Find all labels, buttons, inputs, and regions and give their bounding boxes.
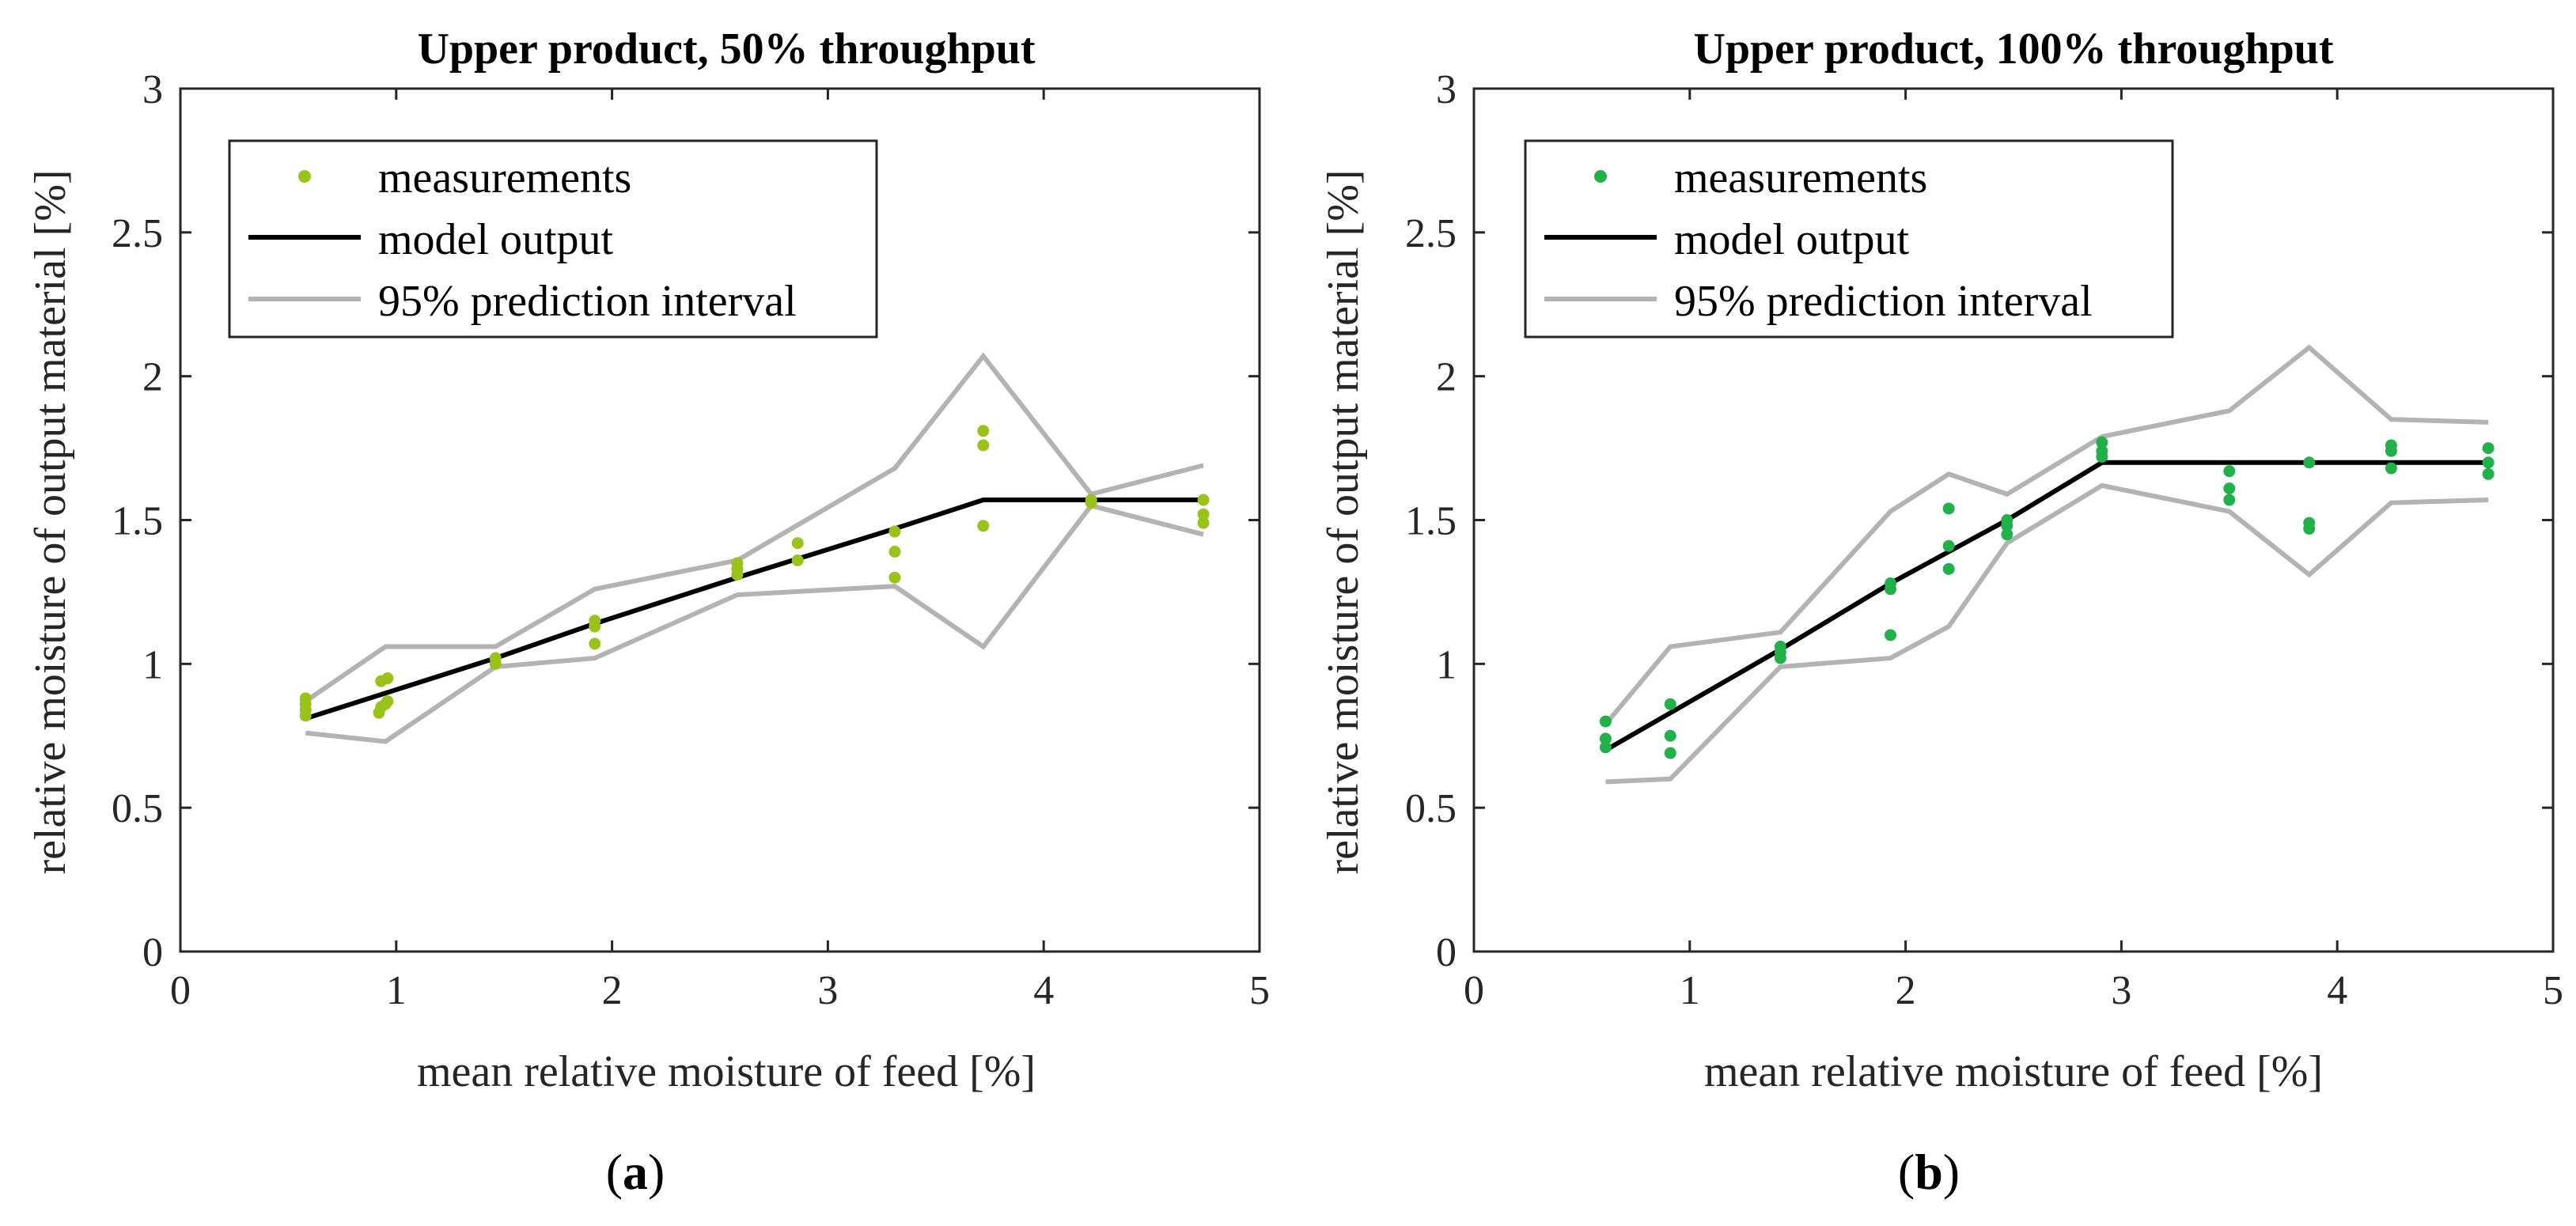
measurement-point xyxy=(1774,641,1786,653)
y-tick-label: 1.5 xyxy=(112,499,163,544)
panel-caption-letter: b xyxy=(1915,1144,1943,1200)
measurement-point xyxy=(589,615,601,627)
x-axis-label: mean relative moisture of feed [%] xyxy=(417,1047,1036,1096)
x-tick-label: 5 xyxy=(1249,968,1270,1013)
prediction-interval-lower-line xyxy=(305,502,1204,744)
legend: measurements model output 95% prediction… xyxy=(1524,139,2174,339)
x-tick-label: 3 xyxy=(817,968,838,1013)
measurement-point xyxy=(791,537,804,550)
x-tick-label: 0 xyxy=(170,968,191,1013)
y-tick-label: 0.5 xyxy=(112,786,163,831)
x-axis-label: mean relative moisture of feed [%] xyxy=(1704,1047,2323,1096)
measurement-point xyxy=(2482,442,2495,455)
measurement-point xyxy=(299,692,312,705)
y-tick-label: 2 xyxy=(142,355,163,400)
model-output-line xyxy=(1604,460,2489,753)
x-tick-label: 0 xyxy=(1464,968,1484,1013)
measurement-point xyxy=(888,525,901,538)
measurement-point xyxy=(731,557,744,569)
x-tick-label: 5 xyxy=(2543,968,2563,1013)
measurement-point xyxy=(977,439,990,452)
measurement-point xyxy=(2223,494,2236,506)
measurement-point xyxy=(1197,517,1210,529)
measurement-point xyxy=(1197,494,1210,506)
legend-label-measurements: measurements xyxy=(1674,153,1927,202)
measurement-point xyxy=(1664,747,1676,759)
measurement-point xyxy=(2482,467,2495,480)
measurement-point xyxy=(1885,629,1897,641)
panel-a: Upper product, 50% throughput 0 1 2 3 4 5 0 0.5… xyxy=(26,25,1270,1200)
y-tick-label: 1.5 xyxy=(1405,499,1457,544)
legend: measurements model output 95% prediction… xyxy=(228,139,878,339)
y-tick-label: 3 xyxy=(1436,67,1457,112)
legend-marker-measurements xyxy=(1594,170,1607,183)
measurement-point xyxy=(888,571,901,584)
x-tick-label: 4 xyxy=(1033,968,1054,1013)
measurement-point xyxy=(888,546,901,558)
measurement-point xyxy=(1599,732,1612,745)
measurement-point xyxy=(1599,741,1612,754)
measurement-point xyxy=(2385,439,2397,452)
y-axis-label: relative moisture of output material [%] xyxy=(26,169,75,874)
y-tick-label: 0 xyxy=(142,930,163,975)
y-axis-label: relative moisture of output material [%] xyxy=(1319,169,1368,874)
measurement-point xyxy=(2303,517,2316,529)
measurement-point xyxy=(1942,539,1955,552)
legend-label-prediction-interval: 95% prediction interval xyxy=(378,277,797,326)
measurement-point xyxy=(2223,465,2236,478)
model-output-line xyxy=(305,498,1204,721)
panel-caption: (a) xyxy=(606,1144,665,1200)
measurement-point xyxy=(2001,528,2013,541)
measurement-point xyxy=(2385,462,2397,475)
measurement-point xyxy=(2001,514,2013,526)
measurement-point xyxy=(1942,502,1955,515)
prediction-interval-upper-line xyxy=(1604,344,2489,726)
panel-caption: (b) xyxy=(1898,1144,1960,1200)
y-tick-label: 2.5 xyxy=(1405,211,1457,256)
measurement-point xyxy=(791,554,804,566)
measurement-point xyxy=(1085,494,1097,506)
y-tick-label: 1 xyxy=(142,642,163,687)
measurement-point xyxy=(977,520,990,532)
x-tick-label: 3 xyxy=(2111,968,2131,1013)
measurement-point xyxy=(2096,436,2108,448)
y-tick-label: 2 xyxy=(1436,355,1457,400)
legend-label-model-output: model output xyxy=(378,215,614,264)
measurement-point xyxy=(489,652,502,664)
legend-label-prediction-interval: 95% prediction interval xyxy=(1674,277,2093,326)
measurement-point xyxy=(381,695,394,708)
chart-title: Upper product, 100% throughput xyxy=(1693,25,2333,74)
measurement-point xyxy=(2096,445,2108,457)
y-tick-label: 0.5 xyxy=(1405,786,1457,831)
measurement-point xyxy=(1197,508,1210,520)
legend-label-measurements: measurements xyxy=(378,153,631,202)
measurement-point xyxy=(589,638,601,650)
measurement-point xyxy=(977,425,990,437)
measurement-point xyxy=(1664,729,1676,742)
y-tick-label: 3 xyxy=(142,67,163,112)
measurement-point xyxy=(1942,562,1955,575)
y-tick-label: 1 xyxy=(1436,642,1457,687)
legend-label-model-output: model output xyxy=(1674,215,1910,264)
measurement-point xyxy=(2303,456,2316,469)
x-tick-label: 1 xyxy=(386,968,407,1013)
x-tick-label: 4 xyxy=(2327,968,2347,1013)
x-tick-label: 2 xyxy=(1896,968,1916,1013)
panel-b: Upper product, 100% throughput 0 1 2 3 4 5 0 0.… xyxy=(1319,25,2563,1200)
legend-marker-measurements xyxy=(298,170,311,183)
measurement-point xyxy=(1885,577,1897,590)
prediction-interval-lower-line xyxy=(1605,482,2489,785)
measurement-point xyxy=(2223,482,2236,494)
x-tick-label: 1 xyxy=(1680,968,1700,1013)
measurement-point xyxy=(1599,715,1612,728)
measurement-point xyxy=(1664,698,1676,710)
chart-title: Upper product, 50% throughput xyxy=(417,25,1035,74)
y-tick-label: 0 xyxy=(1436,930,1457,975)
measurement-point xyxy=(2482,456,2495,469)
y-tick-label: 2.5 xyxy=(112,211,163,256)
panel-caption-letter: a xyxy=(623,1144,648,1200)
x-tick-label: 2 xyxy=(602,968,623,1013)
measurement-point xyxy=(381,672,394,685)
